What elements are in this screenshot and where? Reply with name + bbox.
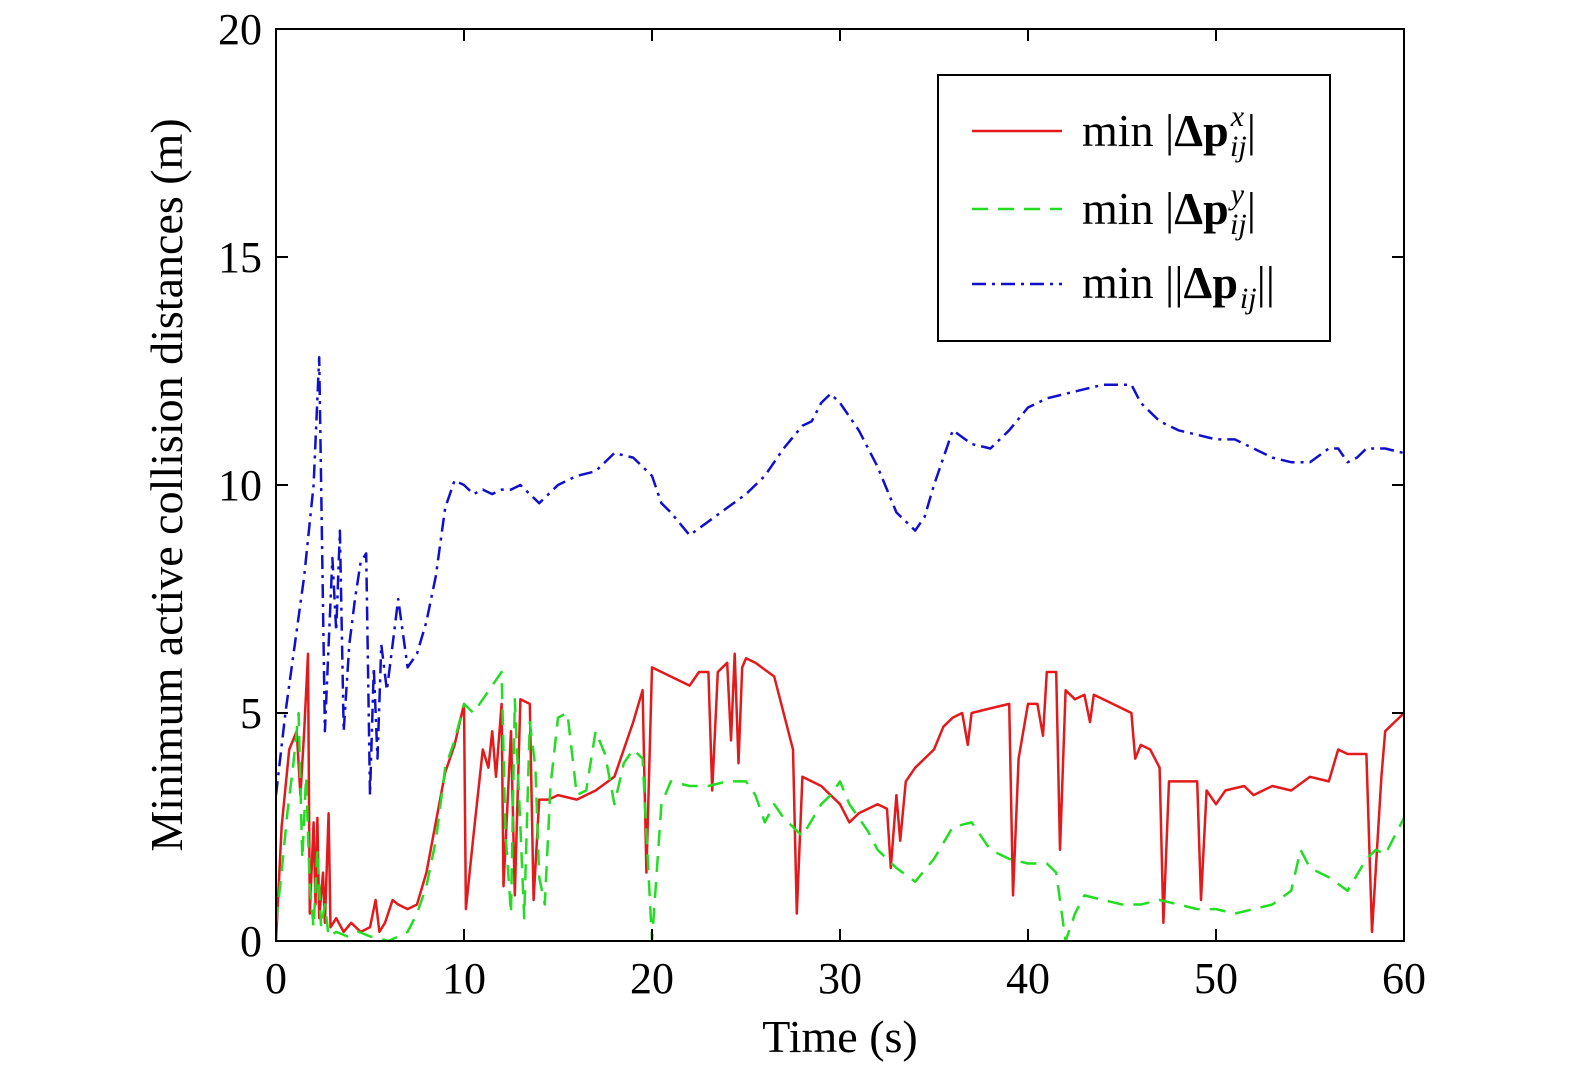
x-tick-label: 40 [1006,954,1050,1003]
y-tick-label: 0 [240,917,262,966]
x-tick-label: 20 [630,954,674,1003]
legend-label-x: min |Δpx ij| [1082,100,1256,163]
series-layer [276,356,1404,941]
series-line-norm [276,356,1404,797]
x-tick-label: 50 [1194,954,1238,1003]
y-axis-title: Minimum active collision distances (m) [141,118,192,851]
x-axis-title: Time (s) [762,1011,918,1062]
y-tick-label: 5 [240,689,262,738]
legend-label-norm: min ||Δpij|| [1082,257,1275,315]
y-tick-label: 20 [218,5,262,54]
legend: min |Δpx ij| min |Δpy ij| min ||Δpij|| [937,74,1331,342]
x-tick-label: 0 [265,954,287,1003]
x-tick-label: 10 [442,954,486,1003]
y-tick-label: 15 [218,233,262,282]
series-line-x [276,652,1404,941]
y-tick-label: 10 [218,461,262,510]
x-tick-label: 30 [818,954,862,1003]
x-tick-label: 60 [1382,954,1426,1003]
tick-layer: 0 10 20 30 40 50 60 0 5 10 15 20 [218,5,1426,1003]
legend-label-y: min |Δpy ij| [1082,178,1256,241]
